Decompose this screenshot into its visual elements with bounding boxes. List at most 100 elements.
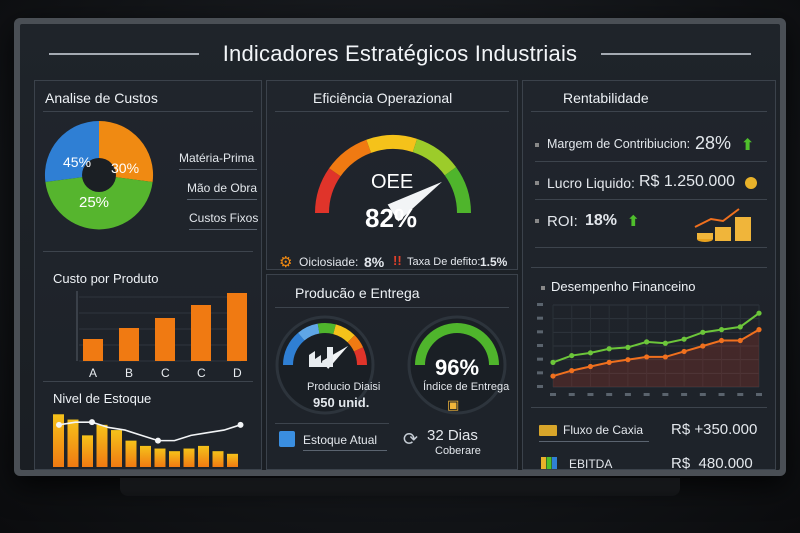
- estoque-bar-11: [212, 451, 224, 467]
- estoque-bar-4: [111, 430, 122, 467]
- oee-gauge-segment-3: [412, 138, 457, 176]
- fin-point-orange-4: [625, 357, 631, 363]
- fin-x-tick: [756, 393, 762, 396]
- produto-bar-4: [227, 293, 247, 361]
- page-title: Indicadores Estratégicos Industriais: [222, 41, 578, 66]
- roi-label: ROI:: [547, 213, 578, 230]
- custos-title-divider: [43, 111, 253, 112]
- defeito-label: Taxa De defito:: [407, 256, 481, 268]
- pie-label-30: 30%: [111, 160, 139, 176]
- oee-value: 82%: [365, 203, 418, 233]
- fin-y-tick: [537, 344, 543, 347]
- produto-tick-4: D: [233, 366, 242, 380]
- oee-gauge-needle: [387, 181, 442, 222]
- entrega-gauge-segment-0: [415, 323, 499, 365]
- factory-icon: [309, 347, 333, 367]
- producao-diaria-label: Producio Diaisi: [307, 381, 381, 393]
- oee-gauge-segment-2: [366, 135, 418, 153]
- margem-label: Margem de Contribiucion:: [547, 137, 691, 151]
- cost-pie-chart: 45% 30% 25%: [44, 120, 154, 230]
- fin-y-tick: [537, 330, 543, 334]
- arrow-up-icon: ⬆: [741, 137, 755, 154]
- fin-point-green-7: [681, 336, 687, 342]
- estoque-bar-1: [67, 419, 79, 467]
- legend-materia-prima: Matéria-Prima: [179, 151, 255, 165]
- fin-x-tick: [662, 393, 669, 396]
- produto-tick-0: A: [89, 366, 97, 380]
- fin-x-tick: [606, 393, 613, 396]
- producao-gauge-segment-2: [317, 323, 336, 335]
- ociosidade-value: 8%: [364, 254, 385, 270]
- defeito-value: 1.5%: [480, 255, 508, 269]
- estoque-point-0: [56, 421, 62, 428]
- producao-gauge-segment-3: [333, 324, 355, 343]
- title-divider-left: [48, 53, 199, 55]
- estoque-title: Nivel de Estoque: [53, 391, 152, 406]
- produto-section-divider: [43, 381, 253, 382]
- fin-x-tick: [699, 393, 706, 396]
- pie-slice-custos-fixos: [45, 175, 153, 230]
- oee-gauge-segment-0: [315, 168, 341, 213]
- estoque-point-6: [155, 437, 161, 444]
- monitor-stand: [120, 478, 680, 496]
- fin-line-orange: [552, 328, 760, 378]
- estoque-point-11: [237, 421, 244, 428]
- fin-point-orange-1: [569, 368, 575, 374]
- legend-line-1: [179, 169, 257, 170]
- fin-point-orange-8: [700, 343, 706, 349]
- estoque-point-2: [89, 419, 95, 426]
- estoque-atual-underline: [303, 450, 387, 451]
- title-divider-right: [601, 53, 752, 55]
- fin-y-tick: [537, 316, 543, 320]
- arrow-up-icon: ⬆: [627, 213, 640, 230]
- producao-gauge-segment-5: [354, 347, 367, 365]
- lucro-label: Lucro Liquido:: [547, 175, 635, 191]
- roi-value: 18%: [585, 212, 618, 229]
- gear-icon: ⚙: [279, 254, 293, 271]
- fin-point-orange-2: [587, 363, 594, 370]
- ociosidade-label: Oiciosiade:: [299, 255, 359, 269]
- margem-value: 28%: [695, 133, 732, 153]
- estoque-bar-5: [125, 440, 137, 467]
- delivery-truck-icon: ▣: [447, 397, 460, 412]
- coin-stacks-icon: [694, 208, 751, 242]
- fin-point-orange-0: [550, 373, 556, 379]
- fin-x-tick: [643, 393, 650, 396]
- estoque-bar-2: [82, 435, 93, 467]
- fin-point-green-11: [756, 310, 762, 316]
- ebitda-value: R$ 480.000: [671, 455, 753, 470]
- bullet-icon: [541, 286, 545, 290]
- fin-point-orange-5: [644, 354, 650, 360]
- fin-x-tick: [737, 393, 744, 396]
- coins-icon: [745, 177, 757, 189]
- estoque-bar-12: [227, 453, 238, 467]
- cash-icon: [539, 425, 557, 436]
- lucro-value: R$ 1.250.000: [639, 173, 736, 190]
- fin-point-green-8: [700, 329, 706, 335]
- financeiro-top-divider: [531, 267, 767, 268]
- fin-x-tick: [681, 393, 688, 396]
- refresh-icon: ⟳: [403, 429, 419, 449]
- fin-area-orange: [553, 329, 759, 387]
- estoque-bar-6: [140, 445, 151, 467]
- calendar-icon: [279, 431, 295, 447]
- produto-title: Custo por Produto: [53, 271, 159, 286]
- fin-point-orange-10: [737, 337, 743, 344]
- fin-y-tick: [537, 303, 543, 306]
- fin-point-green-5: [644, 339, 650, 345]
- oee-gauge: [315, 135, 471, 222]
- producao-gauges: [275, 315, 507, 415]
- fluxo-divider: [539, 441, 649, 442]
- legend-custos-fixos: Custos Fixos: [189, 211, 259, 225]
- custos-section-divider: [43, 251, 253, 252]
- bar-chart-icon: [541, 457, 557, 469]
- pie-label-25: 25%: [79, 194, 109, 211]
- dias-cobertura-label: Coberare: [435, 445, 481, 457]
- dashboard-screen: Indicadores Estratégicos Industriais Ana…: [20, 24, 780, 470]
- produto-bar-1: [119, 328, 139, 361]
- estoque-bar-8: [169, 451, 180, 467]
- fin-x-tick: [624, 393, 631, 396]
- fin-point-green-10: [737, 324, 743, 330]
- panel-rentabilidade: Rentabilidade Margem de Contribiucion: 2…: [522, 80, 776, 470]
